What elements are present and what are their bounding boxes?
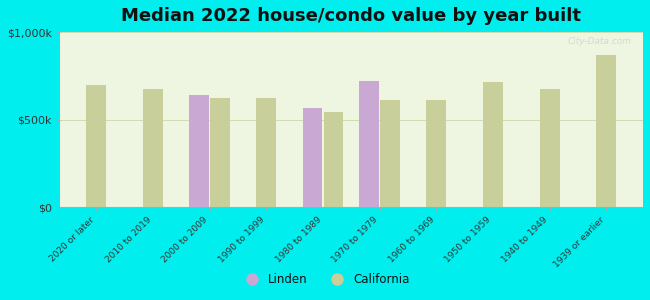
Bar (380, 100, 400, 207)
Bar (189, 95, 209, 207)
Bar (303, 108, 322, 207)
Bar (359, 81, 379, 207)
Bar (86, 85, 107, 207)
Bar (540, 89, 560, 207)
Bar (210, 98, 230, 207)
Bar (426, 100, 446, 207)
Bar (143, 89, 163, 207)
Title: Median 2022 house/condo value by year built: Median 2022 house/condo value by year bu… (122, 7, 581, 25)
Legend: Linden, California: Linden, California (235, 269, 415, 291)
Bar (324, 112, 343, 207)
Text: City-Data.com: City-Data.com (567, 37, 631, 46)
Bar (483, 82, 503, 207)
Bar (257, 98, 276, 207)
Bar (596, 55, 616, 207)
